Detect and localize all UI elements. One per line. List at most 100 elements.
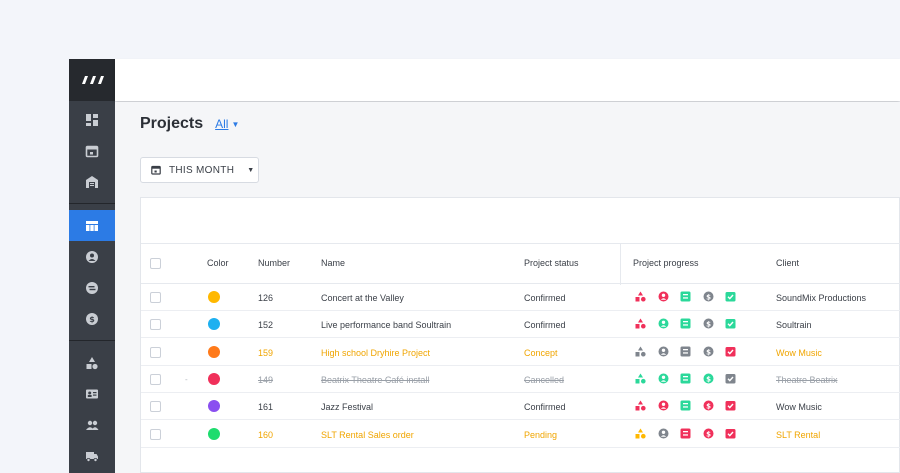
top-bar bbox=[115, 59, 900, 101]
project-number: 152 bbox=[258, 320, 274, 331]
table-row[interactable]: - 149 Beatrix Theatre Café install Cancelle… bbox=[141, 366, 900, 393]
svg-text:$: $ bbox=[706, 293, 711, 301]
row-checkbox[interactable] bbox=[150, 373, 161, 385]
row-checkbox[interactable] bbox=[150, 319, 161, 331]
table-row[interactable]: 126 Concert at the Valley Confirmed $ SoundM… bbox=[141, 284, 900, 311]
crew-icon[interactable] bbox=[658, 400, 669, 411]
project-name[interactable]: Concert at the Valley bbox=[321, 293, 404, 303]
nav-projects[interactable] bbox=[69, 210, 115, 241]
payment-icon[interactable]: $ bbox=[703, 373, 714, 384]
equipment-icon[interactable] bbox=[635, 373, 646, 384]
svg-text:$: $ bbox=[706, 375, 711, 383]
color-swatch bbox=[208, 427, 220, 440]
main-content: Projects All ▼ THIS MONTH ▼ Color Number… bbox=[115, 102, 900, 473]
project-client[interactable]: Soultrain bbox=[776, 320, 812, 331]
project-client[interactable]: Wow Music bbox=[776, 402, 822, 413]
row-checkbox[interactable] bbox=[150, 346, 161, 358]
payment-icon[interactable]: $ bbox=[703, 400, 714, 411]
crew-icon[interactable] bbox=[658, 373, 669, 384]
project-name[interactable]: SLT Rental Sales order bbox=[321, 429, 414, 440]
column-header-client[interactable]: Client bbox=[776, 258, 800, 268]
nav-inventory[interactable] bbox=[69, 347, 115, 378]
payment-icon[interactable]: $ bbox=[703, 318, 714, 329]
user-circle-icon bbox=[86, 250, 98, 263]
equipment-icon[interactable] bbox=[635, 400, 646, 411]
nav-vehicles[interactable] bbox=[69, 440, 115, 471]
column-header-name[interactable]: Name bbox=[321, 258, 346, 268]
column-header-number[interactable]: Number bbox=[258, 258, 291, 268]
payment-icon[interactable]: $ bbox=[703, 428, 714, 439]
people-icon bbox=[86, 420, 99, 430]
app-logo[interactable] bbox=[69, 59, 115, 101]
checklist-icon[interactable] bbox=[725, 318, 736, 329]
planning-icon[interactable] bbox=[680, 373, 691, 384]
period-filter-button[interactable]: THIS MONTH ▼ bbox=[140, 157, 259, 183]
project-name[interactable]: Beatrix Theatre Café install bbox=[321, 374, 430, 385]
project-status: Cancelled bbox=[524, 374, 565, 385]
project-name[interactable]: High school Dryhire Project bbox=[321, 347, 431, 358]
planning-icon[interactable] bbox=[680, 318, 691, 329]
column-header-status[interactable]: Project status bbox=[524, 258, 579, 268]
table-row[interactable]: 159 High school Dryhire Project Concept $ Wo… bbox=[141, 339, 900, 366]
projects-table: Color Number Name Project status Project… bbox=[140, 197, 900, 473]
equipment-icon[interactable] bbox=[635, 346, 646, 357]
planning-icon[interactable] bbox=[680, 291, 691, 302]
row-checkbox[interactable] bbox=[150, 401, 161, 413]
crew-icon[interactable] bbox=[658, 291, 669, 302]
project-name[interactable]: Jazz Festival bbox=[321, 402, 374, 413]
project-client[interactable]: Wow Music bbox=[776, 347, 822, 358]
warehouse-icon bbox=[86, 175, 98, 188]
table-row[interactable]: 161 Jazz Festival Confirmed $ Wow Music bbox=[141, 393, 900, 421]
project-number: 161 bbox=[258, 402, 274, 413]
equipment-icon[interactable] bbox=[635, 318, 646, 329]
color-swatch bbox=[208, 372, 220, 385]
row-checkbox[interactable] bbox=[150, 292, 161, 303]
project-status: Pending bbox=[524, 429, 558, 440]
project-number: 126 bbox=[258, 293, 274, 303]
project-client[interactable]: SoundMix Productions bbox=[776, 293, 867, 303]
project-name[interactable]: Live performance band Soultrain bbox=[321, 320, 452, 331]
page-title: Projects bbox=[140, 115, 204, 132]
checklist-icon[interactable] bbox=[725, 428, 736, 439]
color-swatch bbox=[208, 345, 220, 358]
table-row[interactable]: 160 SLT Rental Sales order Pending $ SLT Ren… bbox=[141, 421, 900, 448]
payment-icon[interactable]: $ bbox=[703, 291, 714, 302]
nav-divider bbox=[69, 340, 115, 341]
table-row[interactable]: 152 Live performance band Soultrain Confir… bbox=[141, 311, 900, 339]
nav-contacts[interactable] bbox=[69, 241, 115, 272]
checklist-icon[interactable] bbox=[725, 291, 736, 302]
payment-icon[interactable]: $ bbox=[703, 346, 714, 357]
checklist-icon[interactable] bbox=[725, 400, 736, 411]
project-status: Confirmed bbox=[524, 293, 566, 303]
project-filter-dropdown[interactable]: All bbox=[215, 117, 229, 131]
project-number: 149 bbox=[258, 374, 274, 385]
nav-calendar[interactable] bbox=[69, 135, 115, 166]
crew-icon[interactable] bbox=[658, 346, 669, 357]
nav-crew[interactable] bbox=[69, 378, 115, 409]
project-progress: $ bbox=[635, 318, 748, 329]
nav-warehouse[interactable] bbox=[69, 166, 115, 197]
nav-transfers[interactable] bbox=[69, 272, 115, 303]
planning-icon[interactable] bbox=[680, 346, 691, 357]
crew-icon[interactable] bbox=[658, 428, 669, 439]
project-client[interactable]: Theatre Beatrix bbox=[776, 374, 838, 385]
equipment-icon[interactable] bbox=[635, 428, 646, 439]
equipment-icon[interactable] bbox=[635, 291, 646, 302]
column-header-color[interactable]: Color bbox=[207, 258, 229, 268]
column-header-progress[interactable]: Project progress bbox=[633, 258, 699, 268]
select-all-checkbox[interactable] bbox=[150, 258, 161, 269]
nav-users[interactable] bbox=[69, 409, 115, 440]
checklist-icon[interactable] bbox=[725, 346, 736, 357]
project-progress: $ bbox=[635, 428, 748, 439]
table-icon bbox=[86, 220, 98, 231]
period-filter-label: THIS MONTH bbox=[169, 164, 235, 176]
row-checkbox[interactable] bbox=[150, 428, 161, 440]
checklist-icon[interactable] bbox=[725, 373, 736, 384]
project-client[interactable]: SLT Rental bbox=[776, 429, 821, 440]
project-number: 159 bbox=[258, 347, 274, 358]
crew-icon[interactable] bbox=[658, 318, 669, 329]
nav-finance[interactable]: $ bbox=[69, 303, 115, 334]
nav-dashboard[interactable] bbox=[69, 104, 115, 135]
planning-icon[interactable] bbox=[680, 400, 691, 411]
planning-icon[interactable] bbox=[680, 428, 691, 439]
